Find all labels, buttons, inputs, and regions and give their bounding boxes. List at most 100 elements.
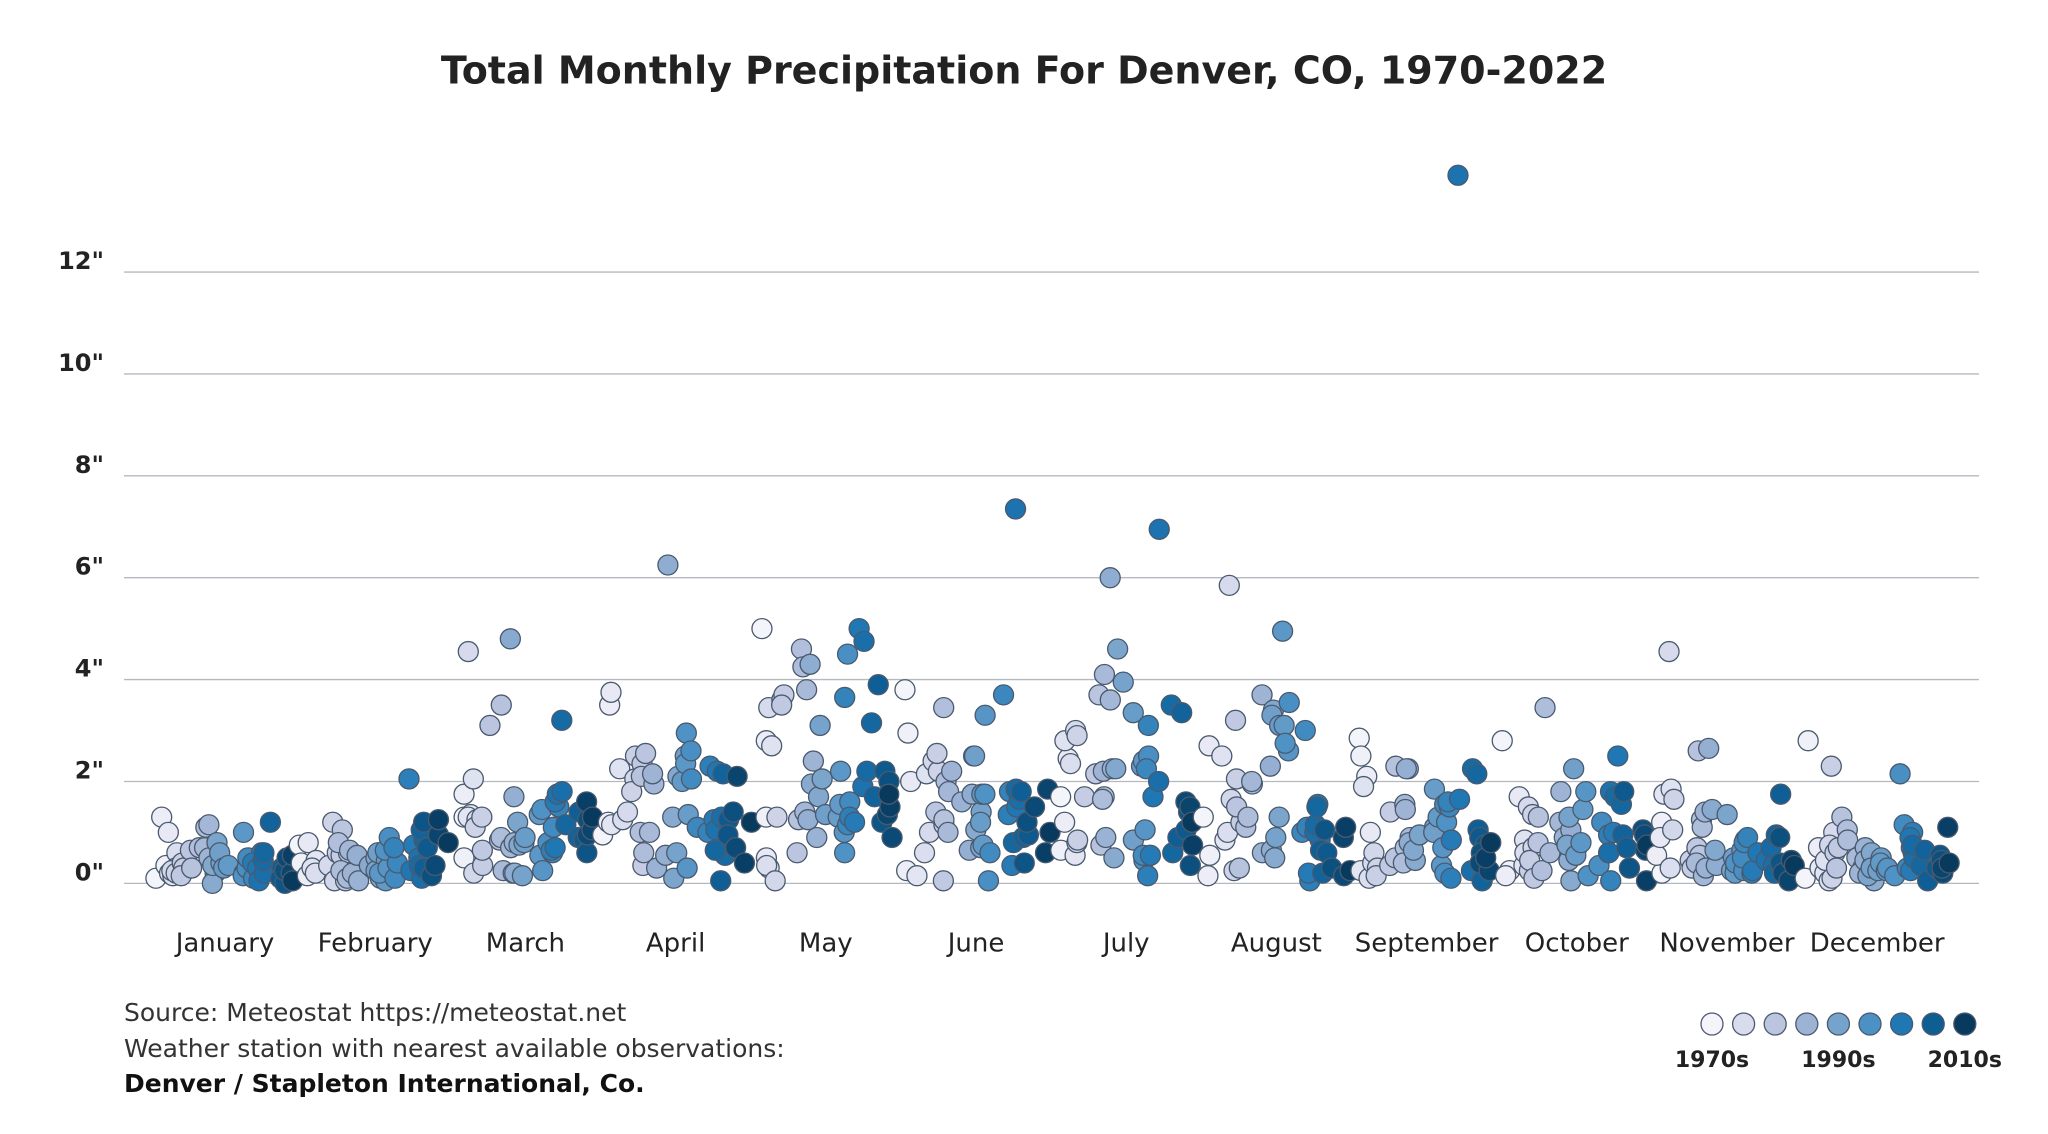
data-point bbox=[1350, 745, 1372, 767]
data-point bbox=[1698, 737, 1720, 760]
data-point bbox=[1268, 806, 1290, 828]
data-point bbox=[795, 679, 818, 701]
data-point bbox=[1313, 819, 1336, 841]
legend-label: 1970s bbox=[1675, 1048, 1749, 1073]
data-point bbox=[1600, 870, 1622, 892]
data-point bbox=[1938, 852, 1960, 874]
data-point bbox=[1618, 857, 1641, 879]
data-point bbox=[1550, 781, 1572, 803]
data-point bbox=[198, 814, 220, 836]
data-point bbox=[1010, 781, 1032, 803]
data-point bbox=[398, 768, 420, 790]
data-point bbox=[253, 842, 275, 864]
data-point bbox=[514, 826, 536, 849]
data-point bbox=[1837, 829, 1859, 851]
data-point bbox=[1613, 781, 1635, 803]
data-point bbox=[1091, 788, 1114, 810]
data-point bbox=[1531, 859, 1553, 882]
data-point bbox=[1271, 620, 1294, 642]
data-point bbox=[1251, 684, 1273, 706]
data-point bbox=[453, 847, 475, 869]
data-point bbox=[941, 760, 963, 782]
data-point bbox=[926, 742, 948, 765]
data-point bbox=[906, 865, 928, 887]
data-point bbox=[932, 870, 955, 892]
data-point bbox=[157, 821, 179, 844]
data-point bbox=[600, 681, 622, 703]
data-point bbox=[1224, 709, 1247, 731]
y-tick-label: 8" bbox=[75, 451, 104, 479]
data-point bbox=[621, 781, 643, 803]
data-point bbox=[1122, 702, 1144, 724]
data-point bbox=[634, 742, 657, 765]
data-point bbox=[992, 684, 1015, 706]
data-point bbox=[232, 821, 255, 844]
data-point bbox=[766, 806, 788, 828]
data-point bbox=[856, 760, 878, 782]
data-point bbox=[1359, 821, 1382, 844]
data-point bbox=[797, 809, 819, 831]
data-point bbox=[843, 811, 866, 833]
data-point bbox=[1137, 865, 1159, 887]
data-point bbox=[1348, 727, 1370, 749]
data-point bbox=[1448, 788, 1471, 810]
data-point bbox=[802, 750, 825, 772]
x-tick-label: June bbox=[946, 929, 1005, 959]
data-point bbox=[726, 765, 748, 788]
data-point bbox=[1192, 806, 1214, 828]
data-point bbox=[1563, 758, 1585, 780]
data-point bbox=[676, 857, 698, 879]
data-point bbox=[1770, 783, 1792, 805]
data-point bbox=[1769, 826, 1791, 849]
data-point bbox=[1147, 770, 1170, 793]
x-tick-label: March bbox=[486, 929, 565, 959]
data-point bbox=[1825, 857, 1848, 879]
data-point bbox=[1659, 857, 1681, 879]
data-point bbox=[616, 801, 639, 823]
data-point bbox=[641, 763, 664, 785]
data-point bbox=[1218, 574, 1240, 596]
data-point bbox=[977, 870, 1000, 892]
data-point bbox=[1099, 567, 1121, 589]
data-point bbox=[1103, 847, 1125, 869]
data-point bbox=[979, 842, 1001, 864]
data-point bbox=[1440, 829, 1462, 851]
data-point bbox=[974, 704, 996, 726]
data-point bbox=[1181, 834, 1204, 856]
data-point bbox=[462, 768, 484, 790]
data-point bbox=[894, 679, 916, 701]
data-point bbox=[1237, 806, 1259, 828]
data-point bbox=[1466, 763, 1488, 785]
data-point bbox=[1447, 164, 1469, 186]
data-point bbox=[833, 842, 856, 864]
data-point bbox=[1259, 755, 1281, 777]
data-point bbox=[761, 735, 783, 757]
source-note: Source: Meteostat https://meteostat.net bbox=[124, 998, 627, 1027]
data-point bbox=[897, 722, 919, 744]
data-point bbox=[609, 758, 631, 780]
legend-swatch bbox=[1858, 1012, 1882, 1036]
data-point bbox=[424, 854, 446, 877]
y-tick-label: 12" bbox=[58, 247, 104, 275]
data-point bbox=[1023, 796, 1046, 818]
data-point bbox=[1575, 781, 1597, 803]
legend-swatch bbox=[1731, 1012, 1756, 1036]
legend-swatch bbox=[1700, 1012, 1724, 1036]
data-point bbox=[1527, 806, 1549, 828]
legend-swatch bbox=[1889, 1012, 1914, 1036]
data-point bbox=[933, 696, 955, 719]
data-point bbox=[1273, 714, 1295, 737]
data-point bbox=[1572, 798, 1594, 821]
data-point bbox=[963, 745, 986, 767]
data-point bbox=[722, 801, 744, 823]
data-point bbox=[1049, 786, 1072, 808]
data-point bbox=[680, 768, 703, 790]
x-tick-label: October bbox=[1525, 929, 1629, 959]
data-point bbox=[1093, 663, 1116, 686]
data-point bbox=[878, 783, 900, 805]
legend-swatch bbox=[1763, 1012, 1787, 1036]
data-point bbox=[881, 826, 903, 849]
x-tick-label: December bbox=[1810, 929, 1945, 959]
data-point bbox=[809, 714, 831, 737]
